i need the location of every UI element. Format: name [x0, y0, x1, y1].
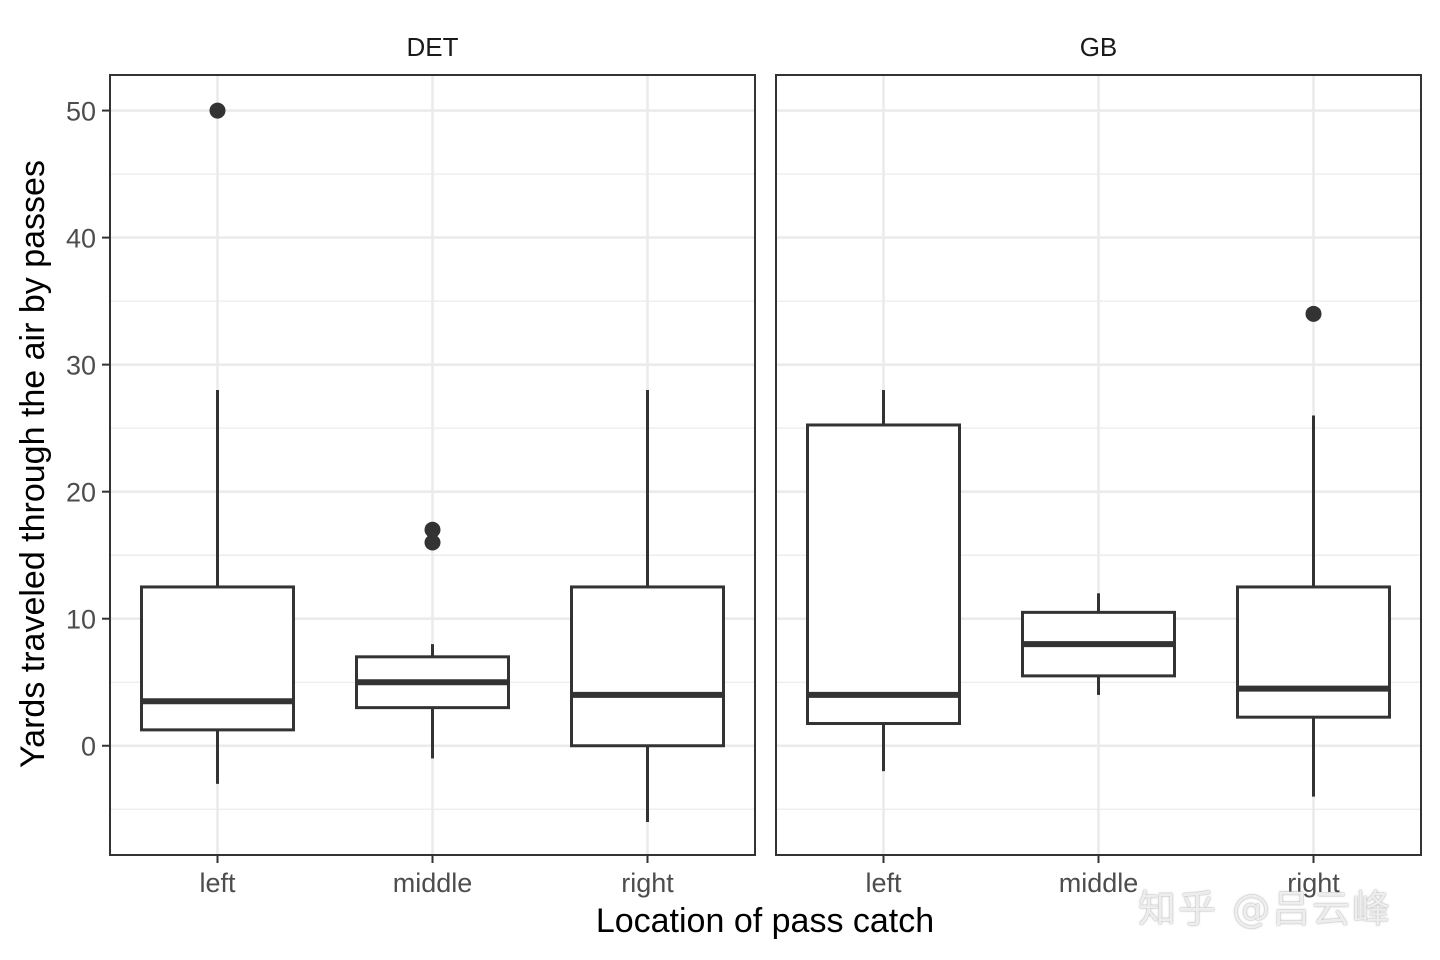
- x-tick-label: right: [621, 868, 674, 898]
- outlier-point: [424, 534, 441, 551]
- y-tick-label: 30: [66, 351, 96, 381]
- facet-label: GB: [1080, 32, 1118, 62]
- x-axis-title: Location of pass catch: [596, 902, 934, 940]
- box-iqr: [1236, 585, 1391, 719]
- box-det-right: [570, 390, 725, 822]
- x-tick-label: right: [1287, 868, 1340, 898]
- facet-panel-gb: GB left middle right: [775, 32, 1422, 898]
- box-gb-left: [806, 390, 961, 772]
- outlier-point: [1305, 305, 1322, 322]
- y-tick-label: 50: [66, 97, 96, 127]
- facet-label: DET: [407, 32, 459, 62]
- y-axis-title: Yards traveled through the air by passes: [14, 160, 52, 768]
- box-det-left: [140, 102, 295, 784]
- box-iqr: [140, 585, 295, 732]
- box-det-middle: [355, 521, 510, 759]
- box-iqr: [806, 423, 961, 726]
- outlier-point: [424, 521, 441, 538]
- box-iqr: [570, 585, 725, 748]
- y-tick-label: 40: [66, 224, 96, 254]
- x-tick-label: left: [865, 868, 902, 898]
- x-tick-label: middle: [1059, 868, 1139, 898]
- box-gb-middle: [1021, 593, 1176, 695]
- box-gb-right: [1236, 305, 1391, 797]
- facet-panel-det: DET left middle right: [109, 32, 756, 898]
- y-tick-label: 20: [66, 478, 96, 508]
- x-tick-label: middle: [393, 868, 473, 898]
- watermark: 知乎 @吕云峰: [1138, 887, 1393, 931]
- x-tick-label: left: [199, 868, 236, 898]
- y-tick-label: 0: [81, 732, 96, 762]
- y-tick-label: 10: [66, 605, 96, 635]
- outlier-point: [209, 102, 226, 119]
